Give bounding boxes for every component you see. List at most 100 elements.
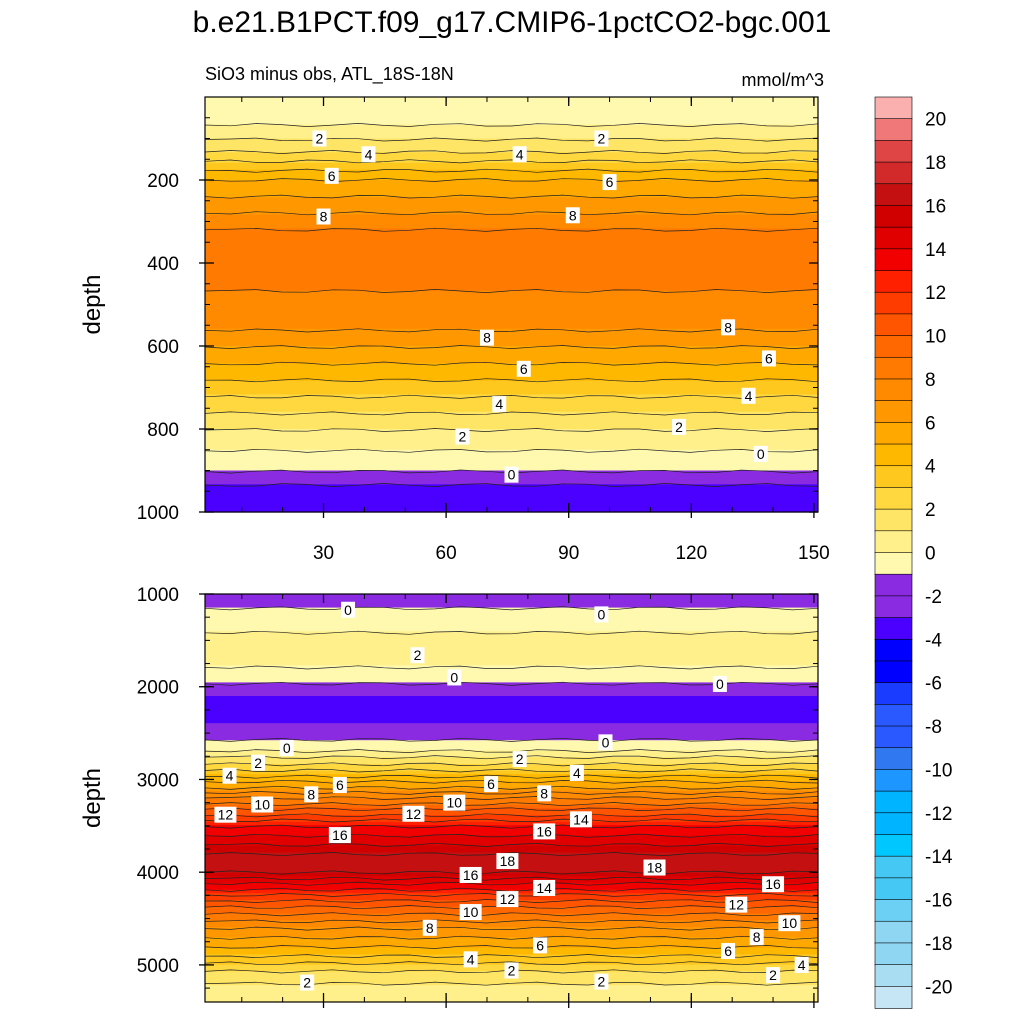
field-band [205,335,818,340]
units-label: mmol/m^3 [741,70,824,90]
field-band [205,815,818,819]
contour-label-box [569,811,592,828]
contour-line [204,749,819,754]
colorbar-box [874,443,913,467]
contour-line [204,807,819,812]
field-band [205,985,818,989]
field-band [205,832,818,836]
field-band [205,231,818,236]
field-band [205,804,818,809]
field-band [205,849,818,853]
contour-line [204,912,819,917]
field-band [205,162,818,167]
contour-line [204,762,819,767]
field-band [205,307,818,313]
contour-label-box [479,329,494,346]
contour-line [204,378,819,383]
field-band [205,180,818,185]
field-band [205,224,818,230]
contour-label: 10 [782,915,798,931]
contour-line [204,123,819,127]
field-band [205,634,818,639]
contour-label: 6 [765,350,773,366]
field-band [205,726,818,731]
field-band [205,211,818,216]
contour-label: 0 [716,676,724,692]
contour-label-box [721,943,736,959]
field-band [205,404,818,409]
field-band [205,321,818,326]
field-band [205,166,818,171]
field-band [205,685,818,690]
colorbar-box [874,877,913,901]
contour-label: 10 [254,796,270,812]
contour-label-box [794,956,809,973]
field-band [205,446,818,451]
y-tick-label: 200 [147,171,179,192]
colorbar-box [874,400,913,424]
contour-line [204,194,819,199]
contour-label-box [328,827,351,844]
contour-label: 12 [500,891,516,907]
field-band [205,798,818,802]
field-band [205,373,818,378]
figure-title: b.e21.B1PCT.f09_g17.CMIP6-1pctCO2-bgc.00… [192,6,832,39]
contour-label-box [725,896,748,913]
field-band [205,675,818,680]
field-band [205,658,818,663]
colorbar-label: 0 [925,544,936,565]
contour-label-box [361,146,376,163]
colorbar-label: 20 [925,110,946,131]
contour-label: 6 [724,943,732,959]
colorbar-box [874,682,913,706]
colorbar-box [874,964,913,988]
field-band [205,135,818,140]
contour-label-box [762,876,785,893]
field-band [205,456,818,461]
field-band [205,432,818,437]
contour-line [204,935,819,940]
field-band [205,325,818,330]
field-band [205,886,818,891]
contour-label: 16 [536,823,552,839]
field-band [205,390,818,396]
colorbar-box [874,226,913,250]
contour-line [204,630,819,635]
contour-line [204,774,819,779]
field-band [205,747,818,751]
field-band [205,770,818,775]
field-band [205,713,818,717]
contour-line [204,768,819,773]
field-band [205,249,818,254]
field-band [205,363,818,368]
contour-label: 2 [598,974,606,990]
colorbar-box [874,205,913,228]
field-band [205,266,818,271]
field-band [205,356,818,361]
contour-label-box [341,601,356,618]
field-band [205,920,818,925]
colorbar-label: -18 [925,934,952,955]
field-band [205,145,818,150]
field-band [205,689,818,694]
y-tick-label: 400 [147,254,179,275]
field-band [205,304,818,309]
field-band [205,944,818,949]
contour-label: 4 [365,146,373,162]
contour-label-box [484,776,499,793]
y-tick-label: 800 [147,420,179,441]
colorbar-label: -2 [925,587,942,608]
contour-label-box [594,973,609,990]
contour-label-box [422,919,437,936]
contour-label: 8 [540,785,548,801]
field-band [205,442,818,447]
field-band [205,679,818,683]
contour-line [204,802,819,807]
y-axis-title: depth [79,274,106,334]
contour-line [204,944,819,949]
contour-label-box [459,904,482,921]
field-band [205,791,818,796]
field-band [205,706,818,711]
contour-label: 8 [569,207,577,223]
